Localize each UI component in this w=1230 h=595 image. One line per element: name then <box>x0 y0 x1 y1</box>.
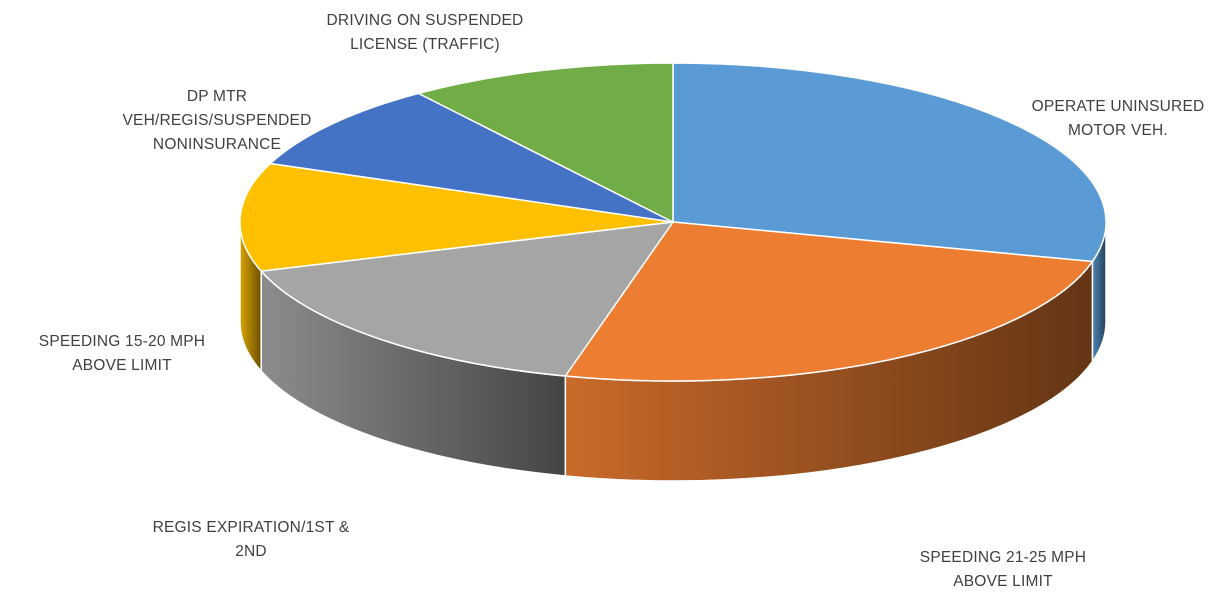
pie-label-line: VEH/REGIS/SUSPENDED <box>123 112 312 129</box>
pie-slice-speeding-21-25-mph-above-limit <box>564 221 1094 382</box>
pie-label-dp-mtr-veh-regis-suspended-noninsurance: DP MTR VEH/REGIS/SUSPENDED NONINSURANCE <box>123 88 312 153</box>
pie-label-speeding-21-25-mph-above-limit: SPEEDING 21-25 MPH ABOVE LIMIT <box>920 549 1086 590</box>
pie-label-driving-on-suspended-license-traffic: DRIVING ON SUSPENDED LICENSE (TRAFFIC) <box>327 12 524 53</box>
pie-label-line: NONINSURANCE <box>153 136 281 153</box>
pie-slice-regis-expiration-1st-2nd <box>260 221 674 377</box>
pie-label-line: DRIVING ON SUSPENDED <box>327 12 524 29</box>
pie-slice-dp-mtr-veh-regis-suspended-noninsurance <box>269 92 674 223</box>
pie-labels: OPERATE UNINSURED MOTOR VEH. SPEEDING 21-2… <box>39 12 1205 590</box>
pie-label-line: OPERATE UNINSURED <box>1032 98 1205 115</box>
pie-label-line: SPEEDING 21-25 MPH <box>920 549 1086 566</box>
pie-label-line: SPEEDING 15-20 MPH <box>39 333 205 350</box>
pie-slice-operate-uninsured-motor-veh <box>672 62 1107 263</box>
pie-slice-speeding-15-20-mph-above-limit <box>239 162 674 272</box>
pie-top <box>239 62 1107 382</box>
pie-slice-driving-on-suspended-license-traffic <box>417 62 674 223</box>
pie-label-line: DP MTR <box>187 88 247 105</box>
pie-label-speeding-15-20-mph-above-limit: SPEEDING 15-20 MPH ABOVE LIMIT <box>39 333 205 374</box>
pie-label-line: REGIS EXPIRATION/1ST & <box>153 519 350 536</box>
pie-label-line: MOTOR VEH. <box>1068 122 1168 139</box>
pie-label-line: LICENSE (TRAFFIC) <box>350 36 500 53</box>
pie-label-regis-expiration-1st-2nd: REGIS EXPIRATION/1ST & 2ND <box>153 519 350 560</box>
pie-label-operate-uninsured-motor-veh: OPERATE UNINSURED MOTOR VEH. <box>1032 98 1205 139</box>
pie-label-line: ABOVE LIMIT <box>72 357 172 374</box>
pie-label-line: ABOVE LIMIT <box>953 573 1053 590</box>
pie-label-line: 2ND <box>235 543 267 560</box>
